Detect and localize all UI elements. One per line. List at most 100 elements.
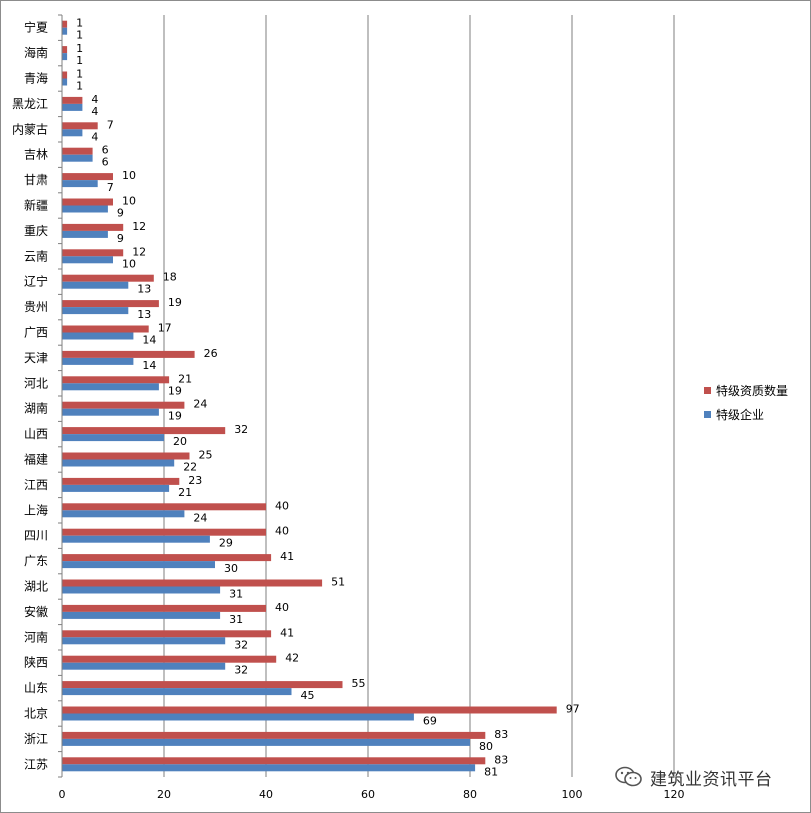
data-label: 25: [199, 449, 213, 462]
data-label: 12: [132, 245, 146, 258]
bar-enterprise: [62, 103, 83, 111]
category-label: 江苏: [24, 757, 48, 771]
bar-enterprise: [62, 357, 134, 365]
bar-enterprise: [62, 688, 292, 696]
bar-qualification: [62, 350, 195, 358]
category-label: 新疆: [24, 198, 48, 213]
bar-enterprise: [62, 129, 83, 137]
data-label: 32: [234, 638, 248, 651]
data-label: 1: [76, 54, 83, 67]
data-label: 19: [168, 410, 182, 423]
category-label: 山西: [24, 427, 48, 441]
bar-enterprise: [62, 53, 68, 61]
bar-enterprise: [62, 434, 164, 442]
bar-qualification: [62, 96, 83, 104]
bar-qualification: [62, 71, 68, 79]
data-label: 9: [117, 232, 124, 245]
bar-qualification: [62, 46, 68, 54]
data-label: 4: [91, 105, 98, 118]
data-label: 40: [275, 601, 289, 614]
category-label: 黑龙江: [12, 97, 48, 111]
category-label: 浙江: [24, 732, 48, 746]
data-label: 32: [234, 423, 248, 436]
legend-swatch: [704, 411, 711, 418]
wechat-icon: [615, 766, 642, 787]
data-label: 9: [117, 207, 124, 220]
data-label: 20: [173, 435, 187, 448]
category-label: 陕西: [24, 655, 48, 670]
bar-qualification: [62, 274, 154, 282]
data-label: 21: [178, 486, 192, 499]
data-label: 17: [158, 322, 172, 335]
axes: 0 20 40 60 80 100 120宁夏海南青海黑龙江内蒙古吉林甘肃新疆重庆云南辽宁贵…: [12, 14, 685, 801]
data-label: 22: [183, 461, 197, 474]
category-label: 吉林: [24, 148, 48, 162]
data-label: 6: [102, 144, 109, 157]
data-label: 55: [352, 677, 366, 690]
x-tick-label: 0: [59, 788, 66, 801]
gridlines: [163, 15, 675, 777]
data-label: 80: [479, 740, 493, 753]
data-label: 4: [91, 93, 98, 106]
category-label: 内蒙古: [12, 121, 48, 136]
category-label: 广东: [24, 554, 48, 568]
data-label: 23: [188, 474, 202, 487]
category-label: 青海: [24, 71, 48, 86]
category-label: 上海: [24, 502, 48, 517]
bar-qualification: [62, 528, 266, 536]
bar-qualification: [62, 325, 149, 333]
x-tick-label: 80: [463, 788, 477, 801]
bar-enterprise: [62, 383, 159, 391]
data-label: 18: [163, 271, 177, 284]
data-label: 21: [178, 372, 192, 385]
data-label: 7: [107, 181, 114, 194]
bar-qualification: [62, 223, 124, 231]
bar-qualification: [62, 630, 272, 638]
category-label: 四川: [24, 529, 48, 543]
data-label: 14: [142, 334, 156, 347]
bar-enterprise: [62, 459, 175, 467]
bar-enterprise: [62, 78, 68, 86]
legend-label: 特级企业: [716, 407, 764, 422]
bar-qualification: [62, 173, 113, 181]
bar-enterprise: [62, 154, 93, 162]
bar-qualification: [62, 477, 180, 485]
bar-enterprise: [62, 484, 170, 492]
data-label: 19: [168, 296, 182, 309]
bar-qualification: [62, 198, 113, 206]
data-label: 26: [204, 347, 218, 360]
category-label: 天津: [24, 351, 48, 365]
bar-enterprise: [62, 307, 129, 315]
bar-qualification: [62, 655, 277, 663]
category-label: 重庆: [24, 224, 48, 238]
category-label: 北京: [24, 707, 48, 721]
data-label: 32: [234, 664, 248, 677]
data-label: 1: [76, 80, 83, 93]
bar-qualification: [62, 20, 68, 28]
category-label: 河南: [24, 629, 48, 644]
data-label: 30: [224, 562, 238, 575]
bar-enterprise: [62, 332, 134, 340]
data-label: 31: [229, 613, 243, 626]
bar-enterprise: [62, 764, 476, 772]
data-label: 13: [137, 308, 151, 321]
bar-enterprise: [62, 230, 108, 238]
bar-qualification: [62, 681, 343, 689]
data-label: 4: [91, 130, 98, 143]
bar-qualification: [62, 376, 170, 384]
data-label: 41: [280, 626, 294, 639]
x-tick-label: 60: [361, 788, 375, 801]
category-label: 山东: [24, 681, 48, 695]
bar-enterprise: [62, 611, 221, 619]
data-label: 97: [566, 703, 580, 716]
category-label: 河北: [24, 376, 48, 390]
watermark: 建筑业资讯平台: [614, 764, 773, 790]
data-label: 83: [494, 753, 508, 766]
bar-enterprise: [62, 738, 470, 746]
bar-enterprise: [62, 535, 210, 543]
category-label: 福建: [24, 452, 48, 467]
data-label: 29: [219, 537, 233, 550]
category-label: 湖北: [24, 579, 48, 594]
